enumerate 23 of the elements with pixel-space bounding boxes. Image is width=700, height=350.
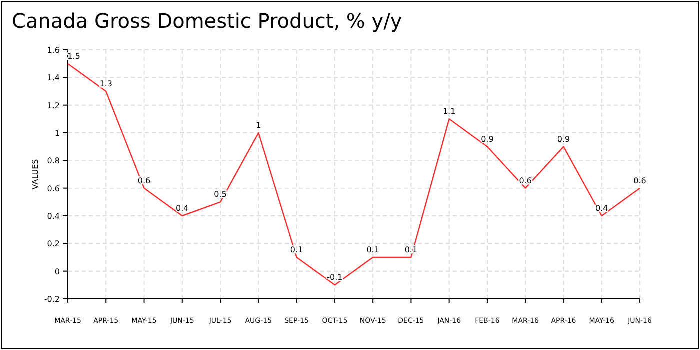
y-tick-label: 1.2 <box>47 101 60 110</box>
data-label: 0.6 <box>634 176 646 186</box>
data-label: 0.4 <box>176 204 189 213</box>
y-tick-label: 1 <box>54 129 60 138</box>
y-tick-label: 1.4 <box>47 74 60 83</box>
data-label: -0.1 <box>327 273 343 282</box>
data-label: 0.9 <box>481 134 494 144</box>
y-axis-title: VALUES <box>31 159 40 190</box>
data-label: 1.1 <box>442 107 456 116</box>
data-label: 0.1 <box>366 246 380 254</box>
y-tick-label: 0 <box>54 267 60 276</box>
y-tick-label: 0.8 <box>47 156 60 166</box>
data-label: 1 <box>256 121 262 130</box>
data-label: 1.3 <box>100 80 112 88</box>
y-tick-label: -0.2 <box>44 295 60 304</box>
data-label: 0.9 <box>557 134 570 144</box>
y-tick-label: 0.6 <box>47 184 60 194</box>
data-label: 0.6 <box>519 176 532 186</box>
y-tick-label: 0.4 <box>47 212 60 221</box>
chart-title: Canada Gross Domestic Product, % y/y <box>12 9 402 33</box>
data-label: 1.5 <box>68 52 80 61</box>
y-tick-label: 1.6 <box>47 46 60 55</box>
y-tick-label: 0.2 <box>47 240 60 249</box>
